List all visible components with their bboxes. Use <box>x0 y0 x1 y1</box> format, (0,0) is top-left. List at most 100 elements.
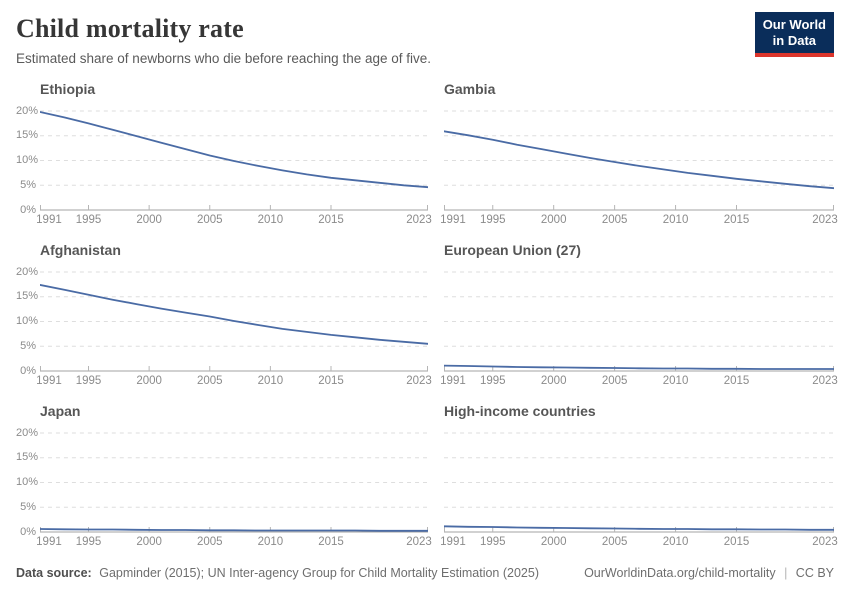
x-tick-label: 2015 <box>723 214 750 226</box>
owid-logo-line2: in Data <box>772 33 817 48</box>
x-tick-label: 2023 <box>812 214 838 226</box>
x-tick-label: 2023 <box>406 536 432 548</box>
data-source-label: Data source: <box>16 566 92 580</box>
footer-separator: | <box>784 566 788 580</box>
x-tick-label: 2005 <box>196 214 223 226</box>
line-chart-svg <box>40 432 428 533</box>
x-tick-label: 1995 <box>479 214 506 226</box>
y-tick-label: 10% <box>16 476 39 488</box>
y-tick-label: 20% <box>16 104 39 117</box>
y-tick-label: 20% <box>16 426 39 439</box>
x-tick-label: 2000 <box>540 375 567 387</box>
chart-panel-ethiopia: Ethiopia 20% 15% 10% 5% 0% 1991 1995 2000 2005 2… <box>16 81 432 228</box>
plot-area: 1991 1995 2000 2005 2010 2015 2023 <box>36 427 432 550</box>
plot-area: 1991 1995 2000 2005 2010 2015 2023 <box>440 105 838 228</box>
y-tick-label: 5% <box>20 500 36 513</box>
y-tick-label: 5% <box>20 339 36 352</box>
x-tick-label: 2000 <box>540 214 567 226</box>
x-tick-label: 1995 <box>75 214 102 226</box>
x-tick-label: 2015 <box>318 375 344 387</box>
x-tick-label: 2010 <box>257 536 284 548</box>
plot-area: 1991 1995 2000 2005 2010 2015 2023 <box>36 105 432 228</box>
line-chart-svg <box>40 110 428 211</box>
page-subtitle: Estimated share of newborns who die befo… <box>16 51 431 66</box>
data-source: Data source: Gapminder (2015); UN Inter-… <box>16 566 539 580</box>
plot-row: 20% 15% 10% 5% 0% 1991 1995 2000 2005 2010 2015 20… <box>16 426 432 550</box>
x-tick-label: 1995 <box>479 536 506 548</box>
panel-title: Ethiopia <box>40 81 96 97</box>
y-axis-labels: 20% 15% 10% 5% 0% <box>16 426 39 537</box>
x-tick-label: 2005 <box>601 536 628 548</box>
x-tick-label: 1995 <box>479 375 506 387</box>
plot-row: 1991 1995 2000 2005 2010 2015 2023 <box>440 105 838 228</box>
x-tick-label: 2015 <box>723 536 750 548</box>
x-tick-label: 1995 <box>75 536 102 548</box>
x-tick-label: 2023 <box>812 536 838 548</box>
footer-links: OurWorldinData.org/child-mortality | CC … <box>584 566 834 580</box>
x-tick-label: 2000 <box>540 536 567 548</box>
plot-row: 1991 1995 2000 2005 2010 2015 2023 <box>440 266 838 389</box>
line-chart-svg <box>444 110 834 211</box>
data-line <box>444 130 834 190</box>
x-tick-label: 1991 <box>36 375 62 387</box>
owid-logo-line1: Our World <box>762 17 826 32</box>
panel-title: Japan <box>40 403 81 419</box>
y-tick-label: 0% <box>20 525 36 538</box>
x-tick-label: 1991 <box>36 536 62 548</box>
x-tick-label: 1991 <box>36 214 62 226</box>
chart-url-link[interactable]: OurWorldinData.org/child-mortality <box>584 566 776 580</box>
x-tick-label: 2015 <box>318 214 344 226</box>
line-chart-svg <box>444 271 834 372</box>
y-tick-label: 10% <box>16 315 39 327</box>
x-axis-labels: 1991 1995 2000 2005 2010 2015 2023 <box>36 535 432 550</box>
y-tick-label: 5% <box>20 178 36 191</box>
data-line <box>40 283 428 345</box>
x-tick-label: 2023 <box>812 375 838 387</box>
chart-panel-japan: Japan 20% 15% 10% 5% 0% 1991 1995 2000 2005 2010… <box>16 403 432 550</box>
plot-row: 1991 1995 2000 2005 2010 2015 2023 <box>440 427 838 550</box>
panel-title: Gambia <box>444 81 496 97</box>
y-tick-label: 15% <box>16 129 39 142</box>
y-tick-label: 15% <box>16 290 39 303</box>
data-source-text: Gapminder (2015); UN Inter-agency Group … <box>99 566 539 580</box>
chart-panel-gambia: Gambia 1991 1995 2000 2005 2010 2015 2023 <box>440 81 838 228</box>
page-title: Child mortality rate <box>16 14 244 43</box>
y-tick-label: 0% <box>20 203 36 216</box>
small-multiples-grid: Ethiopia 20% 15% 10% 5% 0% 1991 1995 2000 2005 2… <box>0 82 850 550</box>
line-chart-svg <box>444 432 834 533</box>
chart-footer: Data source: Gapminder (2015); UN Inter-… <box>0 566 850 580</box>
x-tick-label: 2015 <box>723 375 750 387</box>
x-tick-label: 2000 <box>136 536 162 548</box>
x-axis-labels: 1991 1995 2000 2005 2010 2015 2023 <box>36 374 432 389</box>
x-axis-labels: 1991 1995 2000 2005 2010 2015 2023 <box>440 374 838 389</box>
plot-row: 20% 15% 10% 5% 0% 1991 1995 2000 2005 2010 2015 20… <box>16 265 432 389</box>
panel-title: High-income countries <box>444 403 596 419</box>
y-tick-label: 10% <box>16 154 39 166</box>
owid-logo[interactable]: Our World in Data <box>754 12 834 57</box>
x-tick-label: 2000 <box>136 375 162 387</box>
panel-title: European Union (27) <box>444 242 581 258</box>
y-tick-label: 20% <box>16 265 39 278</box>
x-tick-label: 2005 <box>601 375 628 387</box>
x-tick-label: 1991 <box>440 536 466 548</box>
x-tick-label: 2005 <box>196 375 223 387</box>
y-axis-labels: 20% 15% 10% 5% 0% <box>16 265 39 376</box>
x-tick-label: 1991 <box>440 214 466 226</box>
x-tick-label: 1991 <box>440 375 466 387</box>
y-tick-label: 15% <box>16 451 39 464</box>
license-link[interactable]: CC BY <box>795 566 834 580</box>
x-tick-label: 2015 <box>318 536 344 548</box>
plot-area: 1991 1995 2000 2005 2010 2015 2023 <box>440 266 838 389</box>
chart-panel-european-union-27-: European Union (27) 1991 1995 2000 2005 2010… <box>440 242 838 389</box>
title-block: Child mortality rate Estimated share of … <box>16 14 431 68</box>
plot-area: 1991 1995 2000 2005 2010 2015 2023 <box>36 266 432 389</box>
x-axis-labels: 1991 1995 2000 2005 2010 2015 2023 <box>36 213 432 228</box>
line-chart-svg <box>40 271 428 372</box>
chart-panel-high-income-countries: High-income countries 1991 1995 2000 2005 20… <box>440 403 838 550</box>
x-tick-label: 2010 <box>662 536 689 548</box>
x-tick-label: 2010 <box>257 375 284 387</box>
data-line <box>444 364 834 370</box>
data-line <box>40 111 428 189</box>
y-tick-label: 0% <box>20 364 36 377</box>
x-tick-label: 2010 <box>662 214 689 226</box>
